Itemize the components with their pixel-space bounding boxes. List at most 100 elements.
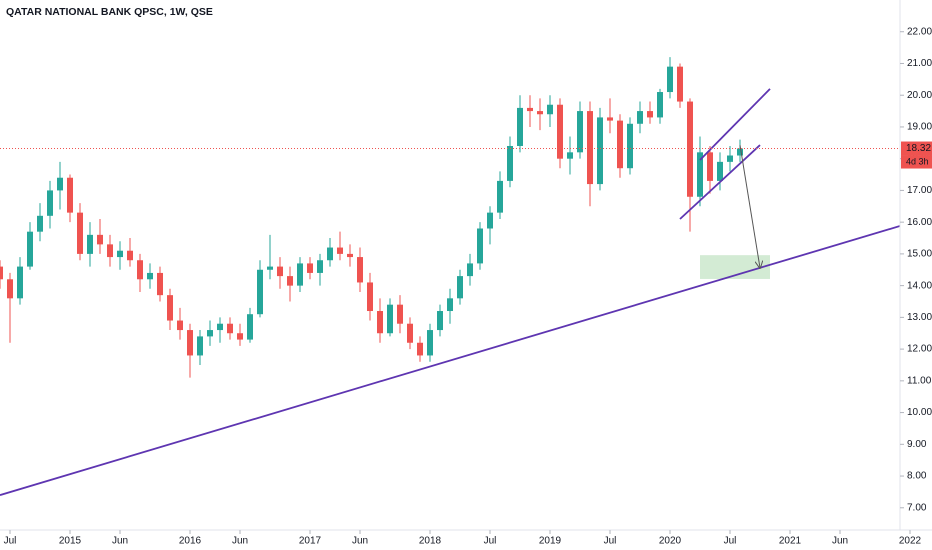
y-tick-label: 15.00	[907, 249, 932, 260]
x-tick-label: 2018	[419, 536, 442, 547]
x-tick-label: 2022	[899, 536, 922, 547]
candle-body	[467, 263, 473, 277]
candle-body	[687, 101, 693, 197]
x-tick-label: Jun	[352, 536, 368, 547]
x-tick-label: 2021	[779, 536, 802, 547]
arrow	[739, 144, 760, 268]
x-tick-label: Jun	[832, 536, 848, 547]
candle-body	[167, 295, 173, 321]
candle-body	[387, 304, 393, 334]
x-tick-label: Jun	[112, 536, 128, 547]
plot-area	[0, 57, 900, 496]
candle-body	[127, 250, 133, 261]
y-tick-label: 12.00	[907, 344, 932, 355]
candle-body	[447, 298, 453, 312]
candle-body	[567, 152, 573, 159]
candle-body	[77, 212, 83, 254]
candle-body	[497, 180, 503, 213]
target-zone	[700, 255, 770, 279]
price-label: 18.32	[906, 143, 931, 154]
x-tick-label: 2019	[539, 536, 562, 547]
y-tick-label: 20.00	[907, 90, 932, 101]
candle-body	[457, 276, 463, 299]
y-tick-label: 22.00	[907, 26, 932, 37]
candle-body	[117, 250, 123, 258]
candle-body	[57, 177, 63, 191]
candle-body	[247, 314, 253, 340]
candle-body	[437, 311, 443, 331]
candle-body	[37, 215, 43, 232]
y-tick-label: 21.00	[907, 58, 932, 69]
candle-body	[337, 247, 343, 254]
candle-body	[397, 304, 403, 324]
candle-body	[237, 333, 243, 340]
x-tick-label: 2020	[659, 536, 682, 547]
candle-body	[617, 120, 623, 169]
y-tick-label: 9.00	[907, 439, 927, 450]
x-tick-label: 2016	[179, 536, 202, 547]
candle-body	[477, 228, 483, 264]
candle-body	[207, 330, 213, 337]
candle-body	[0, 266, 3, 280]
y-tick-label: 14.00	[907, 280, 932, 291]
candle-body	[607, 117, 613, 121]
candle-body	[707, 152, 713, 181]
chart-title: QATAR NATIONAL BANK QPSC, 1W, QSE	[6, 6, 213, 18]
candle-body	[137, 260, 143, 280]
candle-body	[557, 104, 563, 159]
candle-body	[737, 148, 743, 156]
y-tick-label: 10.00	[907, 407, 932, 418]
x-tick-label: Jul	[724, 536, 737, 547]
price-label-box	[901, 141, 932, 156]
candle-body	[677, 66, 683, 102]
candle-body	[527, 107, 533, 112]
candle-body	[667, 66, 673, 93]
candle-body	[227, 323, 233, 334]
candle-body	[517, 107, 523, 146]
candle-body	[17, 266, 23, 299]
candle-body	[417, 342, 423, 356]
countdown-label: 4d 3h	[906, 156, 929, 166]
candle-body	[307, 263, 313, 273]
candle-body	[407, 323, 413, 343]
y-tick-label: 16.00	[907, 217, 932, 228]
candle-body	[177, 320, 183, 331]
candle-body	[97, 234, 103, 245]
x-tick-label: 2017	[299, 536, 322, 547]
candle-body	[197, 336, 203, 356]
countdown-box	[901, 155, 932, 169]
x-tick-label: 2015	[59, 536, 82, 547]
candle-body	[287, 276, 293, 286]
candle-body	[47, 190, 53, 216]
candle-body	[597, 117, 603, 185]
trendline	[0, 225, 900, 496]
candle-body	[507, 145, 513, 181]
candle-body	[7, 279, 13, 299]
y-tick-label: 17.00	[907, 185, 932, 196]
candle-body	[697, 152, 703, 197]
candle-body	[637, 111, 643, 124]
candle-body	[147, 272, 153, 280]
candle-body	[107, 244, 113, 258]
y-tick-label: 8.00	[907, 471, 927, 482]
candle-body	[647, 111, 653, 118]
candle-body	[87, 234, 93, 254]
candle-body	[67, 177, 73, 213]
candle-body	[717, 161, 723, 181]
candle-body	[27, 231, 33, 267]
trendline	[679, 144, 761, 220]
candle-body	[297, 263, 303, 286]
candle-body	[427, 330, 433, 356]
candle-body	[577, 111, 583, 153]
candle-body	[277, 266, 283, 277]
candle-body	[187, 330, 193, 356]
candle-body	[547, 104, 553, 115]
candle-body	[537, 111, 543, 115]
x-tick-label: Jul	[4, 536, 17, 547]
x-tick-label: Jul	[484, 536, 497, 547]
candle-body	[357, 257, 363, 283]
x-tick-label: Jul	[604, 536, 617, 547]
candle-body	[367, 282, 373, 312]
candle-body	[327, 247, 333, 261]
